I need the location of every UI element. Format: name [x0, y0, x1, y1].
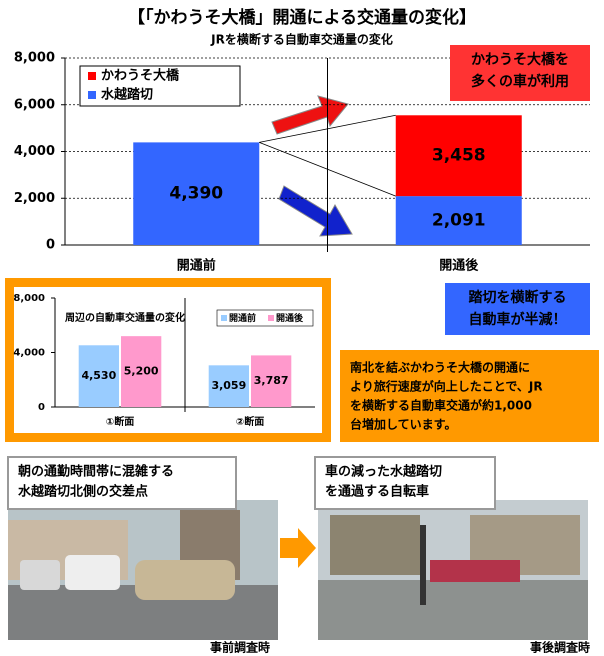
caption-text: 車の減った水越踏切: [325, 464, 442, 480]
y-tick-label: 8,000: [14, 51, 55, 66]
annotation-text: 多くの車が利用: [471, 73, 569, 90]
legend-swatch: [221, 315, 227, 321]
annotation-text: 自動車が半減！: [469, 311, 567, 328]
value-label: 4,390: [169, 184, 223, 204]
value-label: 5,200: [124, 365, 159, 378]
chart-subtitle: JRを横断する自動車交通量の変化: [210, 32, 393, 47]
legend-label: かわうそ大橋: [101, 68, 180, 84]
annotation-text: 踏切を横断する: [469, 289, 567, 306]
photo-label: 事後調査時: [530, 640, 590, 655]
photo-car: [20, 560, 60, 590]
value-label: 4,530: [81, 369, 116, 382]
value-label: 3,458: [432, 146, 486, 166]
annotation-text: かわうそ大橋を: [471, 51, 569, 68]
x-tick-label: ②断面: [236, 415, 264, 428]
x-tick-label: 開通後: [439, 258, 479, 274]
x-tick-label: 開通前: [177, 258, 216, 274]
photo-label: 事前調査時: [210, 640, 270, 655]
legend-swatch: [88, 72, 96, 80]
legend-label: 開通後: [276, 312, 304, 324]
chart-title: 周辺の自動車交通量の変化: [65, 311, 185, 324]
y-tick-label: 4,000: [13, 348, 45, 359]
y-tick-label: 6,000: [14, 97, 55, 112]
red-arrow: [272, 96, 348, 134]
photo-arrow: [280, 528, 316, 568]
photo-road: [318, 580, 588, 640]
photo-before: [8, 500, 278, 640]
note-text: を横断する自動車交通が約1,000: [350, 398, 532, 413]
y-tick-label: 8,000: [13, 293, 45, 304]
caption-text: 水越踏切北側の交差点: [18, 484, 148, 500]
photo-building: [330, 515, 420, 575]
y-tick-label: 0: [38, 402, 45, 413]
note-text: より旅行速度が向上したことで、JR: [350, 379, 543, 394]
value-label: 3,787: [254, 374, 289, 387]
photo-cyclists: [430, 560, 520, 582]
legend-label: 水越踏切: [101, 87, 153, 103]
note-text: 台増加しています。: [350, 417, 456, 432]
caption-text: を通過する自転車: [325, 484, 429, 500]
legend-label: 開通前: [229, 312, 256, 324]
note-text: 南北を結ぶかわうそ大橋の開通に: [350, 360, 530, 375]
x-tick-label: ①断面: [106, 415, 134, 428]
photo-car: [65, 555, 120, 590]
legend-swatch: [268, 315, 274, 321]
y-tick-label: 2,000: [14, 191, 55, 206]
caption-text: 朝の通勤時間帯に混雑する: [18, 464, 174, 480]
y-tick-label: 4,000: [14, 144, 55, 159]
blue-arrow: [279, 186, 352, 236]
page: 【「かわうそ大橋」開通による交通量の変化】 JRを横断する自動車交通量の変化 南…: [0, 0, 604, 656]
photo-crossing-pole: [420, 525, 426, 605]
page-title: 【「かわうそ大橋」開通による交通量の変化】: [128, 7, 476, 28]
photo-after: [318, 500, 588, 640]
value-label: 3,059: [211, 379, 246, 392]
legend-swatch: [88, 91, 96, 99]
value-label: 2,091: [432, 211, 486, 231]
photo-car: [135, 560, 235, 600]
y-tick-label: 0: [46, 238, 55, 253]
